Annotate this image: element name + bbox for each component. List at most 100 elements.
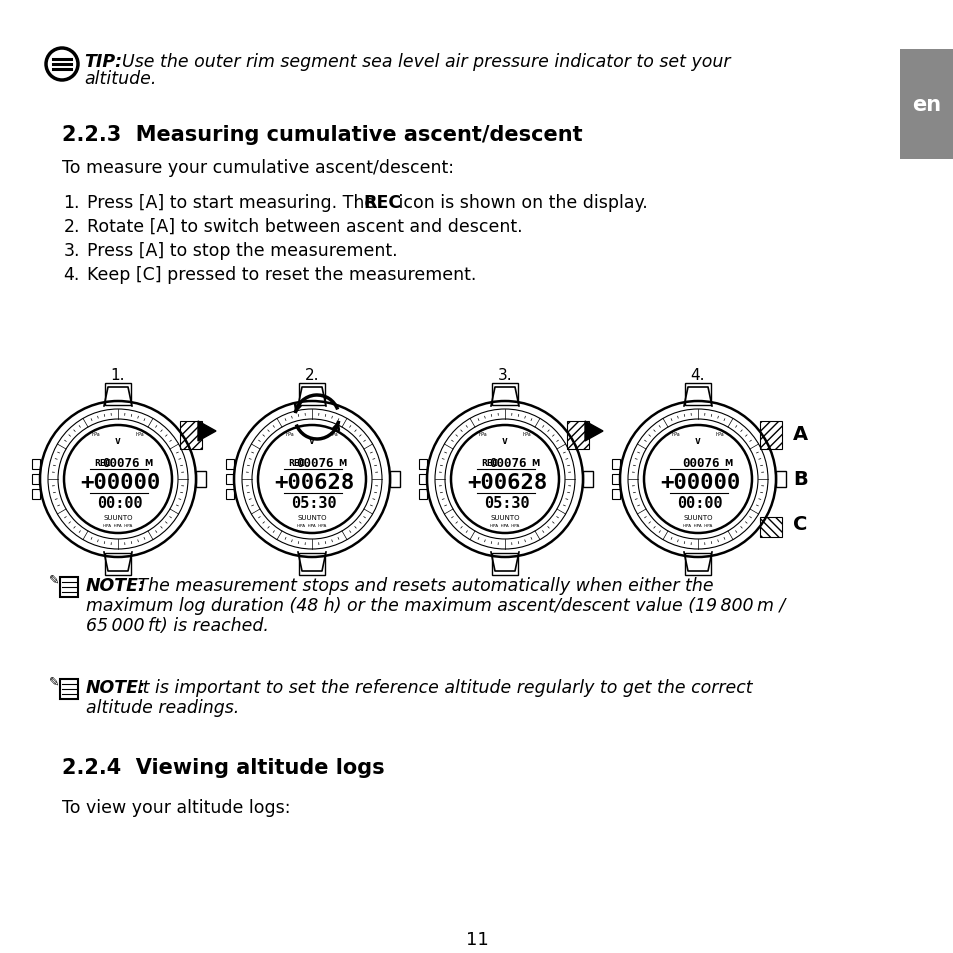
Text: 2.: 2. bbox=[64, 218, 80, 235]
Text: B: B bbox=[792, 470, 807, 489]
Bar bbox=[760, 421, 781, 450]
Bar bbox=[298, 554, 325, 576]
Text: 3.: 3. bbox=[497, 367, 512, 382]
Text: M: M bbox=[337, 459, 346, 468]
Text: The measurement stops and resets automatically when either the: The measurement stops and resets automat… bbox=[132, 577, 713, 595]
Text: SUUNTO: SUUNTO bbox=[490, 515, 519, 520]
Bar bbox=[60, 679, 78, 700]
Text: 11: 11 bbox=[465, 930, 488, 948]
Text: 65 000 ft) is reached.: 65 000 ft) is reached. bbox=[86, 617, 269, 635]
Text: v: v bbox=[115, 436, 121, 446]
Text: HPA  HPA  HPA: HPA HPA HPA bbox=[682, 523, 712, 527]
Circle shape bbox=[257, 426, 366, 534]
Text: To measure your cumulative ascent/descent:: To measure your cumulative ascent/descen… bbox=[62, 159, 454, 177]
Bar bbox=[612, 475, 619, 484]
Text: 00076: 00076 bbox=[102, 457, 139, 470]
Text: REC: REC bbox=[363, 193, 400, 212]
Text: +00000: +00000 bbox=[659, 473, 740, 493]
Text: 3.: 3. bbox=[64, 242, 80, 260]
Circle shape bbox=[64, 426, 172, 534]
Text: M: M bbox=[723, 459, 732, 468]
Text: To view your altitude logs:: To view your altitude logs: bbox=[62, 799, 291, 816]
Text: 4.: 4. bbox=[64, 266, 80, 284]
Text: TIP:: TIP: bbox=[84, 53, 122, 71]
Bar bbox=[32, 475, 40, 484]
Bar bbox=[492, 554, 517, 576]
Text: REC: REC bbox=[94, 459, 111, 468]
Bar bbox=[105, 554, 131, 576]
Text: C: C bbox=[792, 515, 806, 534]
Text: v: v bbox=[501, 436, 507, 446]
Bar bbox=[105, 384, 131, 406]
Polygon shape bbox=[198, 421, 215, 441]
Text: 00:00: 00:00 bbox=[677, 496, 722, 511]
Bar bbox=[899, 50, 953, 160]
Text: altitude.: altitude. bbox=[84, 70, 156, 88]
Text: hPa: hPa bbox=[330, 431, 338, 436]
Text: hPa: hPa bbox=[715, 431, 723, 436]
Bar bbox=[226, 475, 233, 484]
Text: hPa: hPa bbox=[522, 431, 531, 436]
Text: 1.: 1. bbox=[64, 193, 80, 212]
Text: hPa: hPa bbox=[285, 431, 294, 436]
Bar bbox=[390, 472, 399, 488]
Text: +00628: +00628 bbox=[466, 473, 547, 493]
Text: SUUNTO: SUUNTO bbox=[682, 515, 712, 520]
Text: 05:30: 05:30 bbox=[291, 496, 336, 511]
Bar bbox=[60, 578, 78, 598]
Text: It is important to set the reference altitude regularly to get the correct: It is important to set the reference alt… bbox=[132, 679, 752, 697]
Text: hPa: hPa bbox=[91, 431, 100, 436]
Text: Keep [C] pressed to reset the measurement.: Keep [C] pressed to reset the measuremen… bbox=[87, 266, 476, 284]
Circle shape bbox=[451, 426, 558, 534]
Bar bbox=[180, 421, 202, 450]
Text: v: v bbox=[309, 436, 314, 446]
Text: hPa: hPa bbox=[671, 431, 679, 436]
Text: +00000: +00000 bbox=[80, 473, 160, 493]
Text: +00628: +00628 bbox=[274, 473, 354, 493]
Text: Use the outer rim segment sea level air pressure indicator to set your: Use the outer rim segment sea level air … bbox=[122, 53, 730, 71]
Text: M: M bbox=[144, 459, 152, 468]
Text: 2.2.4  Viewing altitude logs: 2.2.4 Viewing altitude logs bbox=[62, 758, 384, 778]
Text: 4.: 4. bbox=[690, 367, 704, 382]
Text: REC: REC bbox=[288, 459, 304, 468]
Text: Rotate [A] to switch between ascent and descent.: Rotate [A] to switch between ascent and … bbox=[87, 218, 522, 235]
Text: 2.2.3  Measuring cumulative ascent/descent: 2.2.3 Measuring cumulative ascent/descen… bbox=[62, 125, 582, 145]
Text: Press [A] to stop the measurement.: Press [A] to stop the measurement. bbox=[87, 242, 397, 260]
Text: ✎: ✎ bbox=[49, 573, 59, 586]
Circle shape bbox=[643, 426, 751, 534]
Text: SUUNTO: SUUNTO bbox=[103, 515, 132, 520]
Text: A: A bbox=[792, 425, 807, 444]
Text: HPA  HPA  HPA: HPA HPA HPA bbox=[490, 523, 519, 527]
Text: HPA  HPA  HPA: HPA HPA HPA bbox=[297, 523, 326, 527]
Bar bbox=[418, 475, 427, 484]
Text: ✎: ✎ bbox=[49, 675, 59, 688]
Text: REC: REC bbox=[480, 459, 497, 468]
Bar bbox=[32, 459, 40, 470]
Text: 2.: 2. bbox=[304, 367, 319, 382]
Text: NOTE:: NOTE: bbox=[86, 577, 146, 595]
Text: altitude readings.: altitude readings. bbox=[86, 699, 239, 717]
Text: icon is shown on the display.: icon is shown on the display. bbox=[393, 193, 647, 212]
Bar bbox=[418, 490, 427, 499]
Bar bbox=[418, 459, 427, 470]
Bar bbox=[195, 472, 206, 488]
Text: HPA  HPA  HPA: HPA HPA HPA bbox=[103, 523, 132, 527]
Text: NOTE:: NOTE: bbox=[86, 679, 146, 697]
Bar bbox=[298, 384, 325, 406]
Bar bbox=[566, 421, 588, 450]
Bar bbox=[684, 384, 710, 406]
Text: 00:00: 00:00 bbox=[97, 496, 143, 511]
Polygon shape bbox=[584, 421, 602, 441]
Text: hPa: hPa bbox=[135, 431, 144, 436]
Text: M: M bbox=[531, 459, 538, 468]
Bar bbox=[582, 472, 593, 488]
Bar bbox=[775, 472, 785, 488]
Text: 1.: 1. bbox=[111, 367, 125, 382]
Bar bbox=[760, 517, 781, 537]
Bar bbox=[32, 490, 40, 499]
Text: SUUNTO: SUUNTO bbox=[297, 515, 327, 520]
Text: 05:30: 05:30 bbox=[484, 496, 529, 511]
Bar bbox=[684, 554, 710, 576]
Bar bbox=[492, 384, 517, 406]
Text: maximum log duration (48 h) or the maximum ascent/descent value (19 800 m /: maximum log duration (48 h) or the maxim… bbox=[86, 597, 784, 615]
